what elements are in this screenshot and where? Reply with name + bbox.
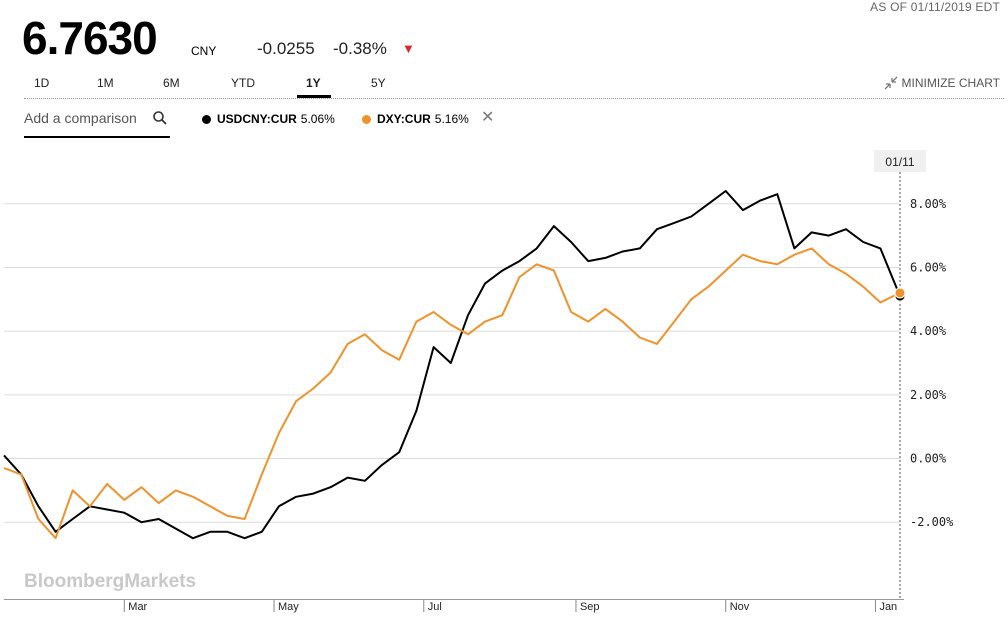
tab-5y[interactable]: 5Y	[371, 76, 386, 90]
legend-dot-usdcny	[202, 114, 211, 124]
currency-label: CNY	[191, 44, 217, 58]
header-divider	[24, 98, 1004, 99]
minimize-chart-label: MINIMIZE CHART	[901, 76, 1000, 90]
crosshair-label-box	[874, 150, 926, 172]
tab-ytd[interactable]: YTD	[231, 76, 255, 90]
x-tick-label: Jul	[428, 601, 442, 613]
legend-symbol: DXY:CUR	[377, 112, 431, 126]
x-tick-label: Mar	[128, 601, 147, 613]
y-tick-label: -2.00%	[910, 515, 954, 529]
minimize-chart-button[interactable]: MINIMIZE CHART	[884, 76, 1000, 90]
remove-comparison-close-icon[interactable]: ✕	[481, 109, 495, 126]
tab-1y[interactable]: 1Y	[306, 76, 321, 90]
active-tab-indicator	[297, 95, 331, 98]
y-tick-label: 2.00%	[910, 388, 947, 402]
legend-item-dxy: DXY:CUR 5.16%	[362, 112, 469, 126]
x-tick-label: Sep	[580, 601, 600, 613]
last-price: 6.7630	[22, 12, 158, 64]
legend-item-usdcny: USDCNY:CUR 5.06%	[202, 112, 335, 126]
legend-symbol: USDCNY:CUR	[217, 112, 297, 126]
triangle-down-icon: ▼	[402, 41, 415, 56]
crosshair-label: 01/11	[885, 155, 914, 169]
tab-1d[interactable]: 1D	[34, 76, 50, 90]
y-tick-label: 6.00%	[910, 260, 947, 274]
x-axis-line	[4, 599, 904, 600]
comparison-search	[24, 108, 170, 138]
tab-1m[interactable]: 1M	[97, 76, 114, 90]
series-line	[3, 247, 901, 540]
minimize-icon	[884, 76, 898, 90]
as-of-timestamp: AS OF 01/11/2019 EDT	[870, 0, 1000, 14]
y-tick-label: 0.00%	[910, 452, 947, 466]
y-tick-label: 4.00%	[910, 324, 947, 338]
bloomberg-markets-watermark: BloombergMarkets	[24, 571, 196, 592]
series-end-marker	[894, 287, 906, 299]
price-change: -0.0255	[257, 39, 315, 58]
comparison-input[interactable]	[24, 110, 146, 126]
legend-value: 5.06%	[300, 112, 335, 126]
price-change-percent: -0.38%	[333, 39, 387, 58]
x-tick-label: Nov	[730, 601, 750, 613]
series-line	[3, 190, 901, 540]
search-icon[interactable]	[152, 110, 168, 126]
x-tick-label: May	[278, 601, 299, 613]
y-tick-label: 8.00%	[910, 197, 947, 211]
tab-6m[interactable]: 6M	[163, 76, 180, 90]
legend-value: 5.16%	[434, 112, 469, 126]
legend-dot-dxy	[362, 114, 371, 124]
x-tick-label: Jan	[879, 601, 897, 613]
